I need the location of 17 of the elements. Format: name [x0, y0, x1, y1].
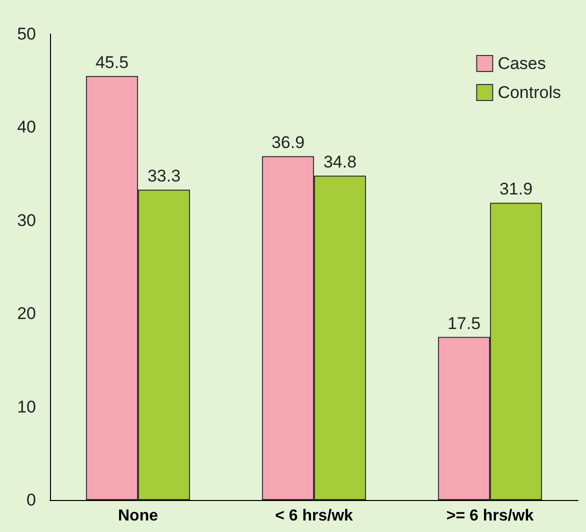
data-label: 45.5	[95, 52, 129, 72]
data-label: 34.8	[323, 152, 357, 172]
y-tick-label: 40	[17, 118, 36, 137]
data-label: 36.9	[271, 133, 305, 152]
y-tick-label: 20	[17, 304, 36, 324]
data-label: 31.9	[499, 180, 533, 199]
legend-label: Cases	[498, 54, 546, 73]
y-tick-label: 0	[26, 490, 36, 510]
x-tick-label: >= 6 hrs/wk	[446, 508, 534, 524]
data-label: 17.5	[447, 314, 481, 333]
legend-label: Controls	[498, 83, 562, 102]
x-tick-label: None	[118, 508, 158, 524]
data-label: 33.3	[147, 166, 181, 186]
y-tick-label: 10	[17, 397, 36, 416]
y-tick-label: 50	[17, 24, 36, 44]
y-tick-label: 30	[17, 210, 36, 230]
x-tick-label: < 6 hrs/wk	[275, 508, 354, 524]
